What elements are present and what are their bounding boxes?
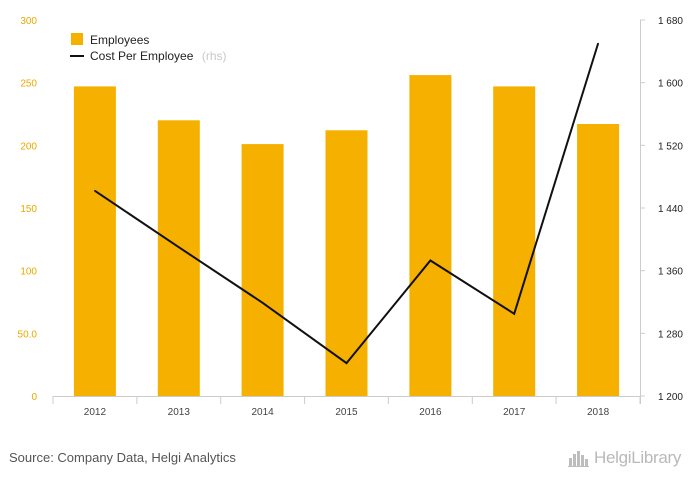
right-tick-label: 1 200 xyxy=(658,392,683,403)
right-tick-label: 1 440 xyxy=(658,204,683,215)
left-tick-label: 100 xyxy=(20,267,37,278)
point-cost-per-employee-2016 xyxy=(429,259,432,262)
bar-employees-2013 xyxy=(157,120,200,397)
point-cost-per-employee-2017 xyxy=(513,313,515,315)
right-tick-label: 1 520 xyxy=(658,141,683,152)
combo-chart: 2012 2013 2014 2015 2016 2017 2018 0 50.0 100 150 2… xyxy=(18,16,684,418)
axes: 2012 2013 2014 2015 2016 2017 2018 0 50.0 100 150 2… xyxy=(18,16,684,418)
bar-employees-2017 xyxy=(493,86,536,397)
bar-employees-2015 xyxy=(325,130,368,397)
right-tick-label: 1 600 xyxy=(658,79,683,90)
right-tick-label: 1 360 xyxy=(658,267,683,278)
legend-label-cost-per-employee: Cost Per Employee (rhs) xyxy=(90,47,227,64)
bar-series xyxy=(73,75,620,397)
legend-swatch-employees xyxy=(71,33,83,45)
bar-employees-2012 xyxy=(73,86,116,397)
x-tick-label: 2018 xyxy=(587,407,610,418)
point-cost-per-employee-2012 xyxy=(94,190,96,192)
point-cost-per-employee-2014 xyxy=(261,302,264,304)
left-tick-label: 50.0 xyxy=(18,329,38,340)
x-tick-label: 2014 xyxy=(251,407,274,418)
point-cost-per-employee-2018 xyxy=(597,42,599,45)
brand-text: HelgiLibrary xyxy=(594,448,682,467)
helgi-logo-icon xyxy=(568,451,589,467)
left-tick-label: 250 xyxy=(20,79,37,90)
left-tick-label: 300 xyxy=(20,16,37,27)
right-tick-label: 1 680 xyxy=(658,16,683,27)
left-tick-label: 200 xyxy=(20,141,37,152)
x-tick-label: 2015 xyxy=(335,407,358,418)
bar-employees-2016 xyxy=(409,75,452,396)
point-cost-per-employee-2013 xyxy=(178,246,180,248)
legend-rhs-note: (rhs) xyxy=(202,49,227,63)
source-note: Source: Company Data, Helgi Analytics xyxy=(9,450,236,465)
right-tick-label: 1 280 xyxy=(658,329,683,340)
legend: Employees Cost Per Employee (rhs) xyxy=(70,33,227,64)
point-cost-per-employee-2015 xyxy=(345,362,348,364)
x-tick-label: 2013 xyxy=(168,407,191,418)
brand-logo: HelgiLibrary xyxy=(568,448,681,468)
legend-label-employees: Employees xyxy=(90,33,149,47)
legend-label-cost-text: Cost Per Employee xyxy=(90,49,194,63)
x-tick-label: 2016 xyxy=(419,407,442,418)
bar-employees-2018 xyxy=(577,124,620,396)
bar-employees-2014 xyxy=(241,144,284,396)
left-tick-label: 150 xyxy=(20,204,37,215)
x-tick-label: 2012 xyxy=(84,407,107,418)
left-tick-label: 0 xyxy=(31,392,37,403)
line-series xyxy=(94,42,600,365)
x-tick-label: 2017 xyxy=(503,407,526,418)
